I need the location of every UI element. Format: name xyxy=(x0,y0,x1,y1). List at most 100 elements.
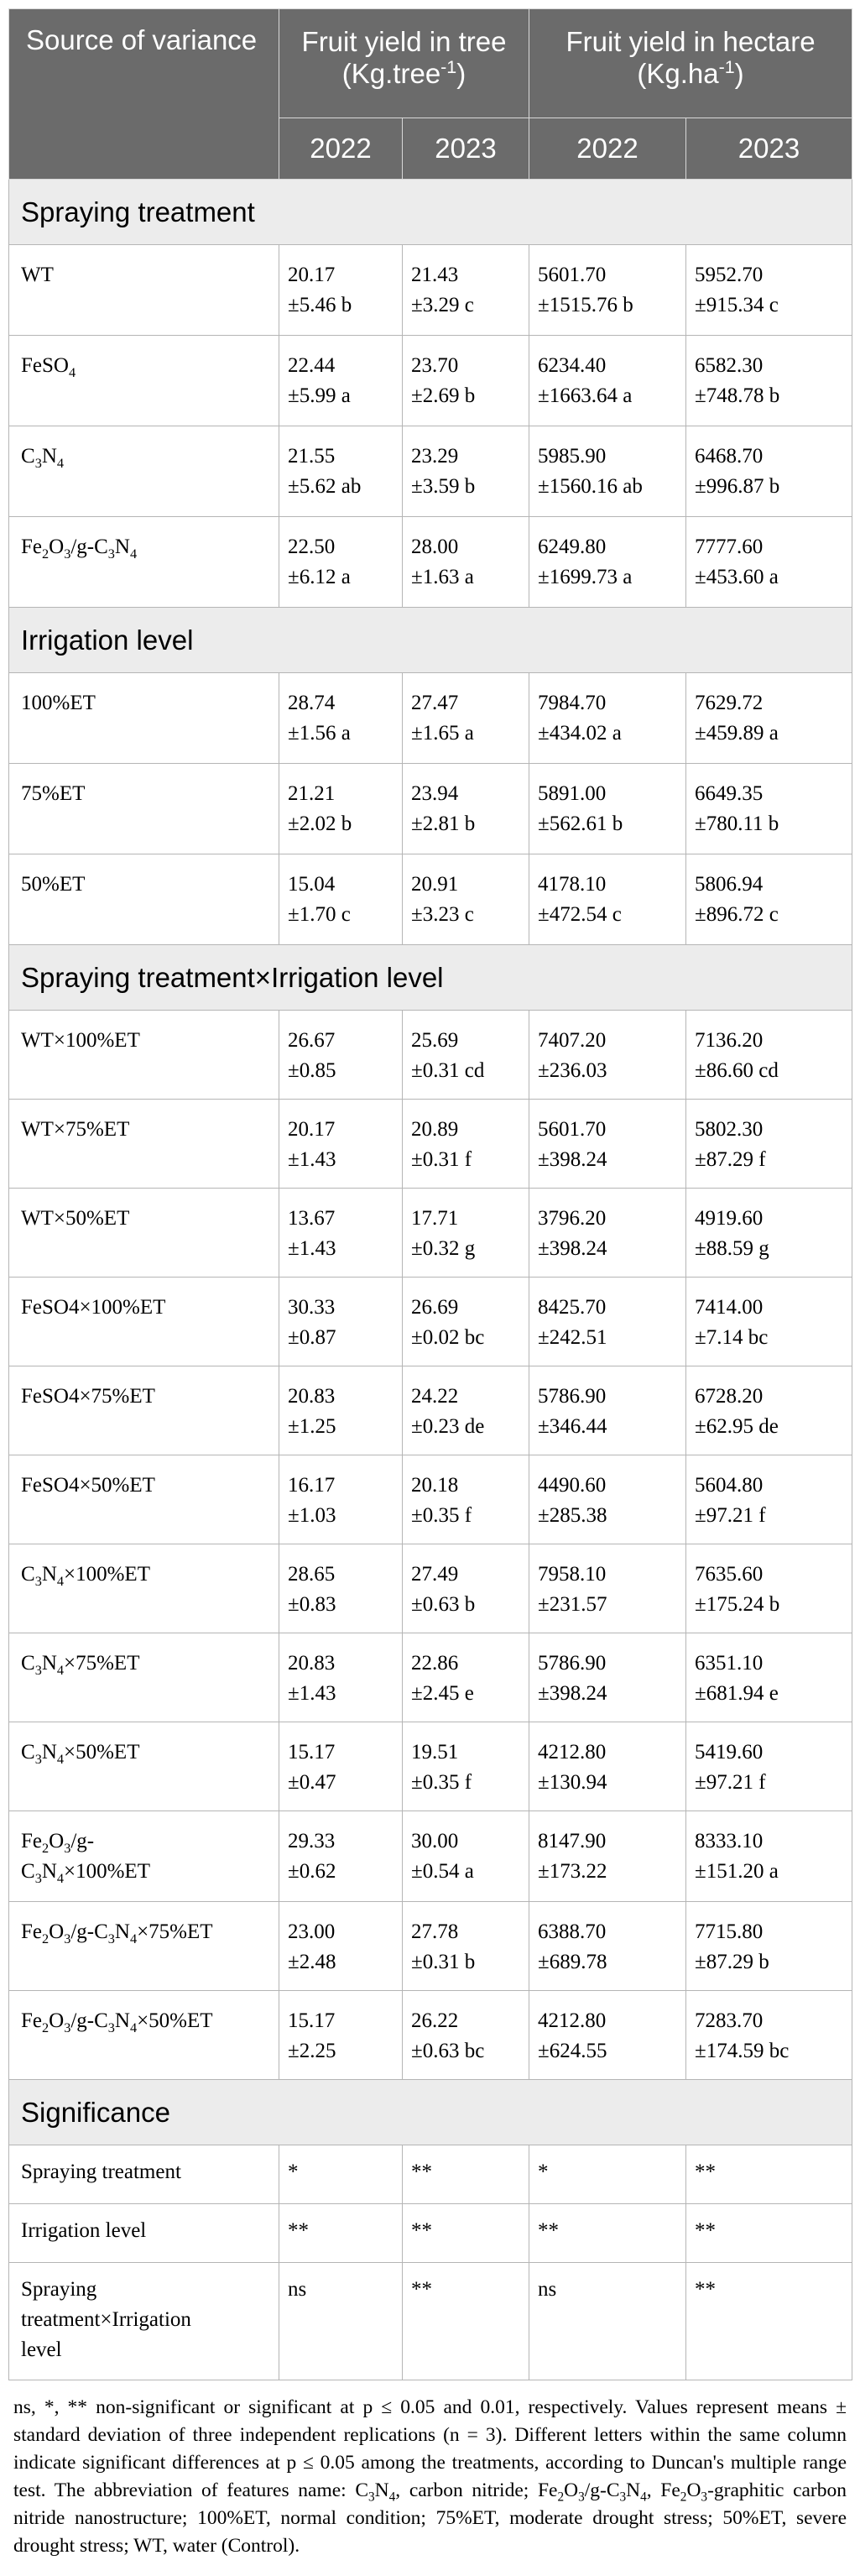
value-cell: 23.94 ±2.81 b xyxy=(401,763,530,854)
mean-value: 7715.80 xyxy=(695,1920,764,1943)
mean-value: 8425.70 xyxy=(538,1296,607,1319)
row-label: C3N4 xyxy=(8,426,279,517)
sd-value: ±346.44 xyxy=(538,1415,607,1438)
sd-value: ±2.45 e xyxy=(411,1682,474,1705)
table-row: C3N4×100%ET 28.65 ±0.83 27.49 ±0.63 b 7958.10… xyxy=(8,1544,853,1633)
sd-value: ±1.65 a xyxy=(411,722,474,745)
value-cell: 7777.60 ±453.60 a xyxy=(685,516,853,608)
value-cell: 15.17 ±0.47 xyxy=(279,1722,403,1811)
mean-value: 6728.20 xyxy=(695,1385,764,1408)
mean-value: 20.17 xyxy=(288,1118,336,1141)
table-row: FeSO4×50%ET 16.17 ±1.03 20.18 ±0.35 f 4490.60… xyxy=(8,1455,853,1544)
value-cell: 15.04 ±1.70 c xyxy=(279,854,403,945)
sd-value: ±231.57 xyxy=(538,1593,607,1616)
mean-value: 28.00 xyxy=(411,536,459,558)
value-cell: 28.00 ±1.63 a xyxy=(401,516,530,608)
value-cell: 4212.80 ±624.55 xyxy=(529,1990,687,2080)
value-cell: 8333.10 ±151.20 a xyxy=(685,1811,853,1902)
mean-value: 6351.10 xyxy=(695,1652,764,1675)
value-cell: 4919.60 ±88.59 g xyxy=(685,1188,853,1278)
value-cell: 6388.70 ±689.78 xyxy=(529,1901,687,1991)
significance-cell: ** xyxy=(279,2203,403,2263)
sd-value: ±780.11 b xyxy=(695,813,779,835)
sd-value: ±1.70 c xyxy=(288,903,351,926)
row-label: C3N4×75%ET xyxy=(8,1633,279,1722)
row-label: C3N4×100%ET xyxy=(8,1544,279,1633)
value-cell: 13.67 ±1.43 xyxy=(279,1188,403,1278)
mean-value: 20.83 xyxy=(288,1385,336,1408)
value-cell: 23.00 ±2.48 xyxy=(279,1901,403,1991)
mean-value: 6388.70 xyxy=(538,1920,607,1943)
value-cell: 28.74 ±1.56 a xyxy=(279,672,403,764)
sd-value: ±1.63 a xyxy=(411,566,474,588)
table-container: Source of variance Fruit yield in tree (… xyxy=(8,8,853,2560)
value-cell: 4212.80 ±130.94 xyxy=(529,1722,687,1811)
sd-value: ±0.63 bc xyxy=(411,2040,485,2062)
sd-value: ±472.54 c xyxy=(538,903,622,926)
mean-value: 6582.30 xyxy=(695,354,764,377)
mean-value: 21.43 xyxy=(411,264,459,286)
mean-value: 4212.80 xyxy=(538,2009,607,2032)
mean-value: 26.69 xyxy=(411,1296,459,1319)
mean-value: 27.47 xyxy=(411,692,459,714)
value-cell: 20.83 ±1.25 xyxy=(279,1366,403,1455)
mean-value: 5806.94 xyxy=(695,873,764,896)
mean-value: 6649.35 xyxy=(695,782,764,805)
row-label: Fe2O3/g-C3N4×50%ET xyxy=(8,1990,279,2080)
value-cell: 21.21 ±2.02 b xyxy=(279,763,403,854)
value-cell: 27.47 ±1.65 a xyxy=(401,672,530,764)
row-label: FeSO4×100%ET xyxy=(8,1277,279,1366)
year-header: 2022 xyxy=(279,118,403,180)
value-cell: 28.65 ±0.83 xyxy=(279,1544,403,1633)
mean-value: 28.65 xyxy=(288,1563,336,1586)
mean-value: 5601.70 xyxy=(538,264,607,286)
mean-value: 4212.80 xyxy=(538,1741,607,1763)
value-cell: 20.89 ±0.31 f xyxy=(401,1099,530,1189)
mean-value: 27.49 xyxy=(411,1563,459,1586)
value-cell: 7984.70 ±434.02 a xyxy=(529,672,687,764)
mean-value: 20.91 xyxy=(411,873,459,896)
tree-yield-header: Fruit yield in tree (Kg.tree-1) xyxy=(278,8,530,118)
mean-value: 5952.70 xyxy=(695,264,764,286)
mean-value: 19.51 xyxy=(411,1741,459,1763)
sd-value: ±434.02 a xyxy=(538,722,622,745)
value-cell: 24.22 ±0.23 de xyxy=(401,1366,530,1455)
value-cell: 4178.10 ±472.54 c xyxy=(529,854,687,945)
value-cell: 20.17 ±5.46 b xyxy=(279,244,403,336)
value-cell: 7283.70 ±174.59 bc xyxy=(685,1990,853,2080)
value-cell: 26.69 ±0.02 bc xyxy=(401,1277,530,1366)
table-row: C3N4×75%ET 20.83 ±1.43 22.86 ±2.45 e 5786.90 ±… xyxy=(8,1633,853,1722)
table-row: 50%ET 15.04 ±1.70 c 20.91 ±3.23 c 4178.10 ±472… xyxy=(8,854,853,945)
mean-value: 23.94 xyxy=(411,782,459,805)
significance-cell: ns xyxy=(279,2262,403,2380)
value-cell: 22.86 ±2.45 e xyxy=(401,1633,530,1722)
mean-value: 20.83 xyxy=(288,1652,336,1675)
value-cell: 22.50 ±6.12 a xyxy=(279,516,403,608)
mean-value: 21.21 xyxy=(288,782,336,805)
mean-value: 26.67 xyxy=(288,1029,336,1052)
mean-value: 26.22 xyxy=(411,2009,459,2032)
sd-value: ±0.83 xyxy=(288,1593,336,1616)
value-cell: 20.83 ±1.43 xyxy=(279,1633,403,1722)
mean-value: 4919.60 xyxy=(695,1207,764,1230)
mean-value: 30.00 xyxy=(411,1830,459,1852)
sd-value: ±97.21 f xyxy=(695,1771,766,1794)
mean-value: 30.33 xyxy=(288,1296,336,1319)
sd-value: ±3.29 c xyxy=(411,294,474,316)
mean-value: 5891.00 xyxy=(538,782,607,805)
value-cell: 7715.80 ±87.29 b xyxy=(685,1901,853,1991)
value-cell: 6468.70 ±996.87 b xyxy=(685,426,853,517)
sd-value: ±562.61 b xyxy=(538,813,623,835)
sd-value: ±681.94 e xyxy=(695,1682,779,1705)
section-header-row: Significance xyxy=(8,2079,853,2145)
value-cell: 6351.10 ±681.94 e xyxy=(685,1633,853,1722)
value-cell: 27.49 ±0.63 b xyxy=(401,1544,530,1633)
mean-value: 24.22 xyxy=(411,1385,459,1408)
mean-value: 21.55 xyxy=(288,445,336,468)
sd-value: ±1.03 xyxy=(288,1504,336,1527)
value-cell: 20.17 ±1.43 xyxy=(279,1099,403,1189)
sd-value: ±398.24 xyxy=(538,1682,607,1705)
table-row: WT×75%ET 20.17 ±1.43 20.89 ±0.31 f 5601.70 ±39… xyxy=(8,1099,853,1189)
significance-cell: ** xyxy=(401,2203,530,2263)
value-cell: 23.29 ±3.59 b xyxy=(401,426,530,517)
